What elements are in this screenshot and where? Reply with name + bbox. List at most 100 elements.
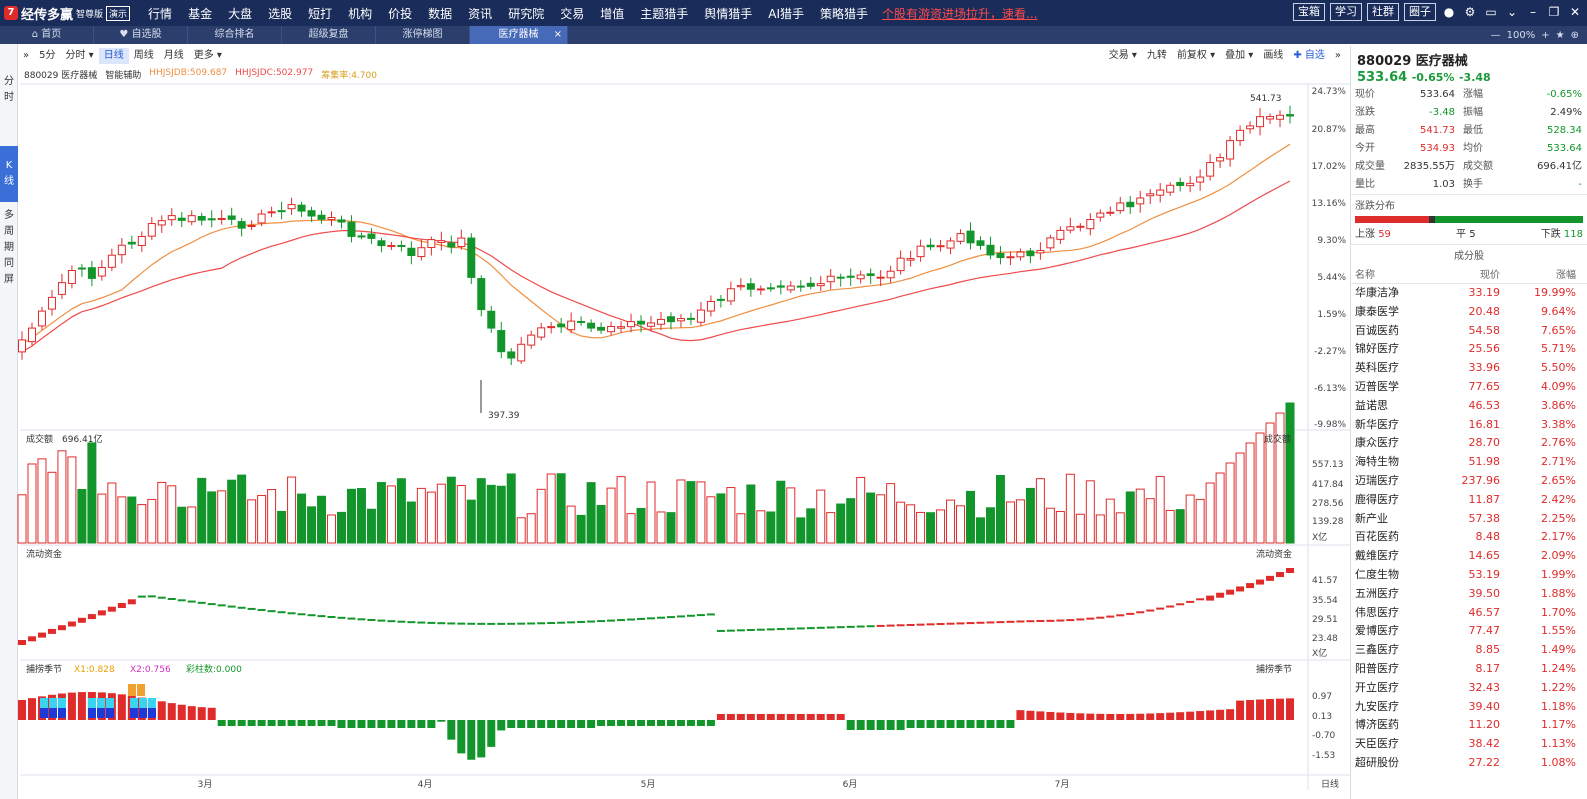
menu-item[interactable]: 主题猎手 [640, 6, 689, 21]
menu-item[interactable]: AI猎手 [768, 6, 805, 21]
col-change[interactable]: 涨幅 [1556, 270, 1576, 281]
nav-char[interactable]: 时 [4, 92, 14, 103]
circle-button[interactable]: 圈子 [1404, 3, 1436, 21]
list-item[interactable]: 五洲医疗 39.50 1.88% [1351, 585, 1587, 604]
tab-ranking[interactable]: 综合排名 [188, 26, 282, 44]
nav-char[interactable]: 期 [4, 242, 14, 253]
list-item[interactable]: 爱博医疗 77.47 1.55% [1351, 622, 1587, 641]
menu-item[interactable]: 机构 [348, 6, 373, 21]
menu-item[interactable]: 大盘 [228, 6, 253, 21]
list-item[interactable]: 三鑫医疗 8.85 1.49% [1351, 641, 1587, 660]
flow-mark [776, 628, 785, 631]
list-item[interactable]: 博济医药 11.20 1.17% [1351, 716, 1587, 735]
list-item[interactable]: 天臣医疗 38.42 1.13% [1351, 735, 1587, 754]
close-tab-icon[interactable]: × [553, 29, 562, 40]
list-item[interactable]: 百诚医药 54.58 7.65% [1351, 322, 1587, 341]
app-logo[interactable]: 7 经传多赢 智尊版 演示 [0, 4, 134, 23]
list-item[interactable]: 新华医疗 16.81 3.38% [1351, 416, 1587, 435]
menu-item[interactable]: 增值 [600, 6, 625, 21]
list-item[interactable]: 英科医疗 33.96 5.50% [1351, 359, 1587, 378]
pin-icon[interactable]: ⊕ [1570, 29, 1579, 41]
menu-item[interactable]: 策略猎手 [820, 6, 869, 21]
list-item[interactable]: 伟思医疗 46.57 1.70% [1351, 604, 1587, 623]
col-name[interactable]: 名称 [1355, 270, 1375, 281]
adjust-button[interactable]: 前复权 ▾ [1176, 50, 1216, 61]
tab-review[interactable]: 超级复盘 [282, 26, 376, 44]
flow-mark [1066, 619, 1075, 622]
more-button[interactable]: 更多 ▾ [193, 50, 222, 61]
menu-item[interactable]: 研究院 [508, 6, 545, 21]
menu-item[interactable]: 选股 [268, 6, 293, 21]
draw-button[interactable]: 画线 [1263, 50, 1284, 61]
list-item[interactable]: 迈瑞医疗 237.96 2.65% [1351, 472, 1587, 491]
nav-char[interactable]: 分 [4, 76, 14, 87]
nine-turn-button[interactable]: 九转 [1146, 50, 1167, 61]
period-daily[interactable]: 日线 [98, 48, 129, 64]
collapse-icon[interactable]: » [23, 50, 30, 61]
list-item[interactable]: 鹿得医疗 11.87 2.42% [1351, 491, 1587, 510]
menu-item[interactable]: 价投 [388, 6, 413, 21]
menu-item[interactable]: 行情 [148, 6, 173, 21]
community-button[interactable]: 社群 [1367, 3, 1399, 21]
trade-button[interactable]: 交易 ▾ [1108, 50, 1137, 61]
learn-button[interactable]: 学习 [1330, 3, 1362, 21]
window-icon[interactable]: ▭ [1485, 5, 1497, 19]
list-item[interactable]: 开立医疗 32.43 1.22% [1351, 679, 1587, 698]
tab-home[interactable]: ⌂ 首页 [0, 26, 94, 44]
volume-bar [936, 509, 946, 544]
menu-item[interactable]: 基金 [188, 6, 213, 21]
nav-char[interactable]: 多 [4, 210, 14, 221]
list-item[interactable]: 康众医疗 28.70 2.76% [1351, 434, 1587, 453]
star-icon[interactable]: ★ [1555, 29, 1565, 41]
col-price[interactable]: 现价 [1480, 270, 1500, 281]
list-item[interactable]: 九安医疗 39.40 1.18% [1351, 698, 1587, 717]
list-item[interactable]: 锦好医疗 25.56 5.71% [1351, 340, 1587, 359]
list-item[interactable]: 超研股份 27.22 1.08% [1351, 754, 1587, 773]
user-icon[interactable]: ● [1443, 5, 1455, 19]
promo-link[interactable]: 个股有游资进场拉升，速看... [882, 6, 1038, 21]
restore-icon[interactable]: ❐ [1548, 5, 1560, 19]
period-weekly[interactable]: 周线 [133, 50, 154, 61]
gear-icon[interactable]: ⚙ [1464, 5, 1476, 19]
smart-assist[interactable]: 智能辅助 [105, 71, 142, 81]
flow-mark [1136, 611, 1145, 614]
menu-item[interactable]: 资讯 [468, 6, 493, 21]
tab-watchlist[interactable]: ♥ 自选股 [94, 26, 188, 44]
list-item[interactable]: 海特生物 51.98 2.71% [1351, 453, 1587, 472]
menu-item[interactable]: 舆情猎手 [704, 6, 753, 21]
list-item[interactable]: 百花医药 8.48 2.17% [1351, 528, 1587, 547]
close-icon[interactable]: ✕ [1569, 5, 1581, 19]
list-item[interactable]: 益诺思 46.53 3.86% [1351, 397, 1587, 416]
nav-char[interactable]: 周 [4, 226, 14, 237]
tab-medical-devices[interactable]: 医疗器械 × [470, 26, 568, 44]
list-item[interactable]: 新产业 57.38 2.25% [1351, 510, 1587, 529]
add-watch-button[interactable]: ✚ 自选 [1293, 50, 1325, 61]
list-item[interactable]: 阳普医疗 8.17 1.24% [1351, 660, 1587, 679]
period-monthly[interactable]: 月线 [163, 50, 184, 61]
list-item[interactable]: 迈普医学 77.65 4.09% [1351, 378, 1587, 397]
nav-char[interactable]: 屏 [4, 274, 14, 285]
menu-item[interactable]: 短打 [308, 6, 333, 21]
period-intraday[interactable]: 分时 ▾ [65, 50, 94, 61]
menu-item[interactable]: 交易 [560, 6, 585, 21]
menu-item[interactable]: 数据 [428, 6, 453, 21]
tab-limit-up[interactable]: 涨停梯图 [376, 26, 470, 44]
overlay-button[interactable]: 叠加 ▾ [1225, 50, 1254, 61]
list-item[interactable]: 华康洁净 33.19 19.99% [1351, 284, 1587, 303]
treasure-button[interactable]: 宝箱 [1293, 3, 1325, 21]
zoom-out-icon[interactable]: — [1490, 29, 1501, 41]
chevron-down-icon[interactable]: ⌄ [1506, 5, 1518, 19]
list-item[interactable]: 戴维医疗 14.65 2.09% [1351, 547, 1587, 566]
demo-badge[interactable]: 演示 [106, 5, 131, 21]
period-5min[interactable]: 5分 [39, 50, 56, 61]
list-item[interactable]: 康泰医学 20.48 9.64% [1351, 303, 1587, 322]
stock-change: 7.65% [1541, 323, 1576, 337]
stock-name: 戴维医疗 [1355, 549, 1399, 563]
volume-bar [1135, 488, 1145, 544]
zoom-in-icon[interactable]: + [1541, 29, 1550, 41]
minimize-icon[interactable]: – [1530, 5, 1536, 19]
expand-icon[interactable]: » [1334, 50, 1341, 61]
list-item[interactable]: 仁度生物 53.19 1.99% [1351, 566, 1587, 585]
nav-char[interactable]: 同 [4, 258, 14, 269]
